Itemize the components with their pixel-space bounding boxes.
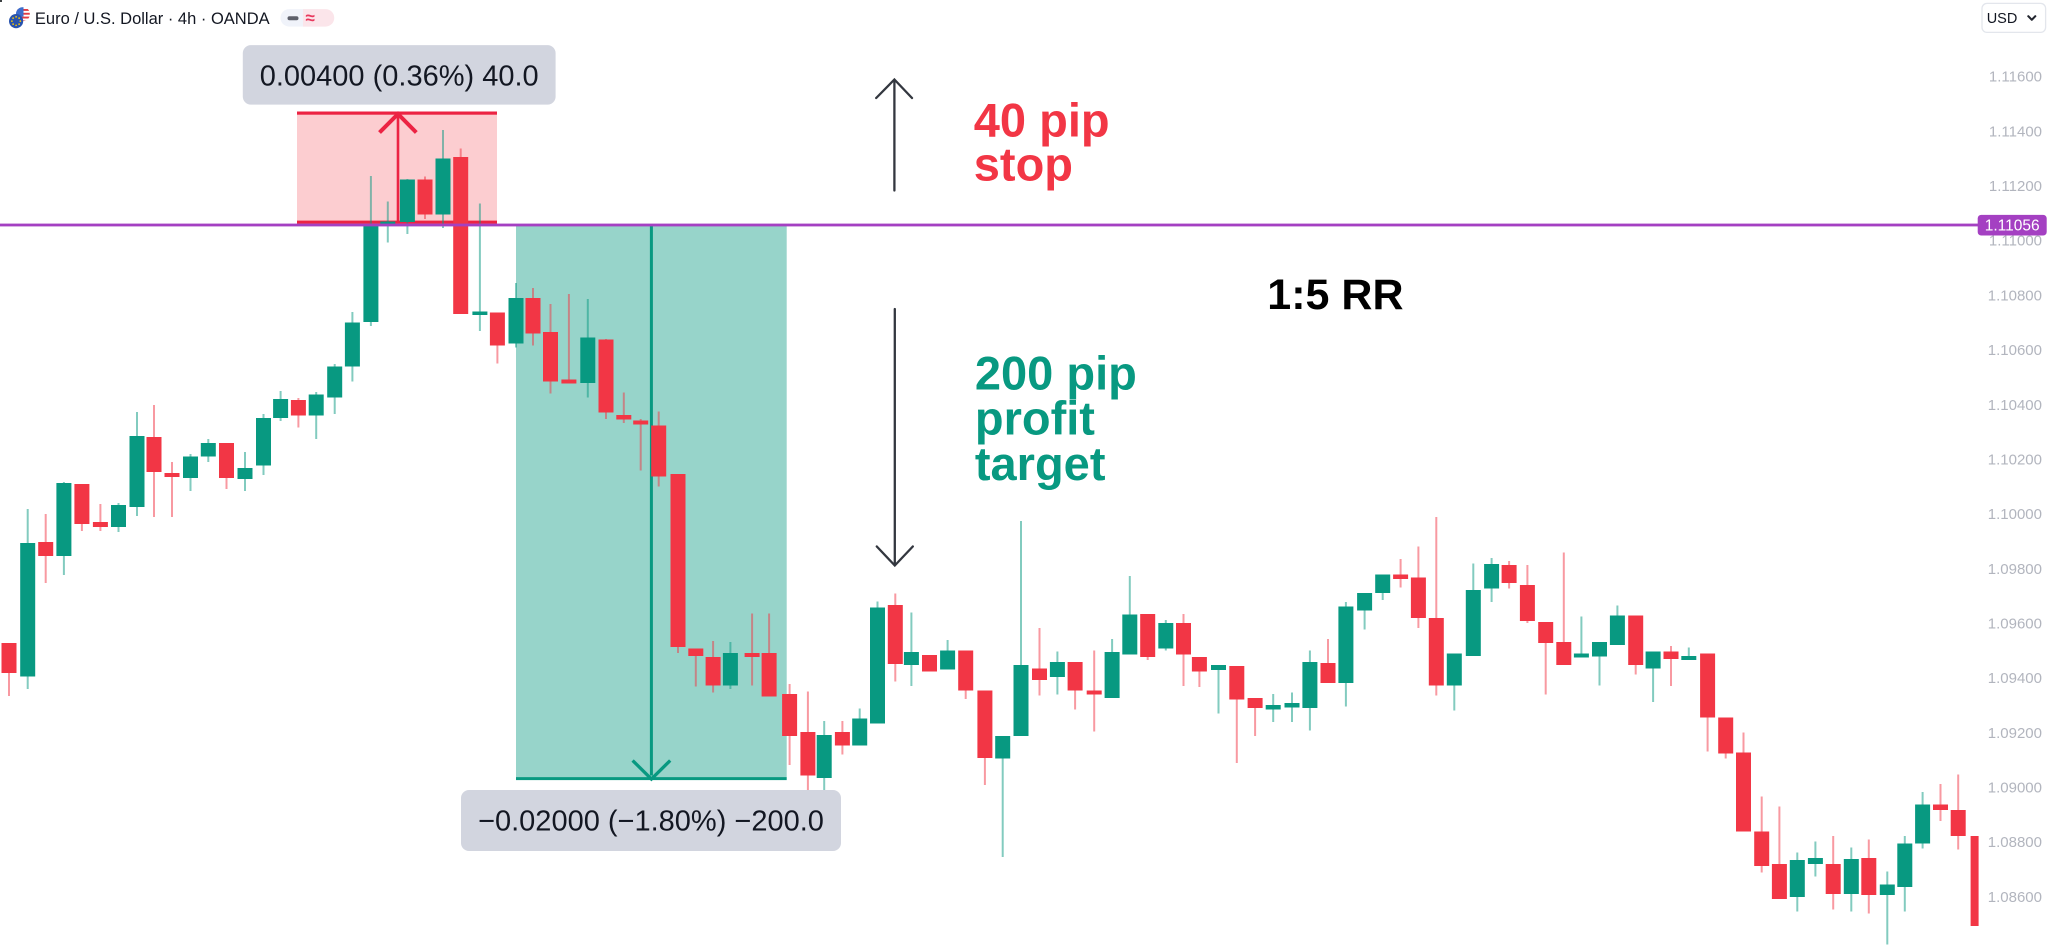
- svg-text:≈: ≈: [306, 9, 315, 28]
- svg-text:1.11056: 1.11056: [1985, 217, 2040, 234]
- svg-text:1.11200: 1.11200: [1989, 178, 2042, 195]
- svg-text:1.11600: 1.11600: [1989, 69, 2042, 86]
- svg-text:target: target: [975, 437, 1106, 490]
- svg-text:−0.02000 (−1.80%) −200.0: −0.02000 (−1.80%) −200.0: [478, 806, 824, 838]
- svg-text:40 pip: 40 pip: [974, 94, 1110, 147]
- svg-text:1.11000: 1.11000: [1989, 233, 2042, 250]
- svg-text:1.10400: 1.10400: [1988, 397, 2042, 414]
- svg-text:1.09200: 1.09200: [1988, 725, 2042, 742]
- svg-text:profit: profit: [975, 392, 1095, 445]
- svg-text:1.09800: 1.09800: [1988, 561, 2042, 578]
- svg-text:1.10200: 1.10200: [1988, 452, 2042, 469]
- svg-text:1.08600: 1.08600: [1988, 889, 2042, 906]
- svg-text:0.00400 (0.36%) 40.0: 0.00400 (0.36%) 40.0: [260, 61, 539, 93]
- svg-text:1.10000: 1.10000: [1988, 506, 2042, 523]
- svg-text:1.09600: 1.09600: [1988, 616, 2042, 633]
- svg-text:USD: USD: [1987, 11, 2018, 27]
- svg-text:1:5 RR: 1:5 RR: [1267, 271, 1403, 319]
- svg-text:200 pip: 200 pip: [975, 346, 1137, 399]
- svg-text:stop: stop: [974, 137, 1073, 190]
- svg-text:1.11400: 1.11400: [1989, 123, 2042, 140]
- svg-text:1.09400: 1.09400: [1988, 670, 2042, 687]
- svg-text:1.10800: 1.10800: [1988, 287, 2042, 304]
- svg-text:1.09000: 1.09000: [1988, 780, 2042, 797]
- svg-text:1.10600: 1.10600: [1988, 342, 2042, 359]
- svg-text:Euro / U.S. Dollar · 4h · OAND: Euro / U.S. Dollar · 4h · OANDA: [35, 10, 270, 28]
- svg-text:1.08800: 1.08800: [1988, 834, 2042, 851]
